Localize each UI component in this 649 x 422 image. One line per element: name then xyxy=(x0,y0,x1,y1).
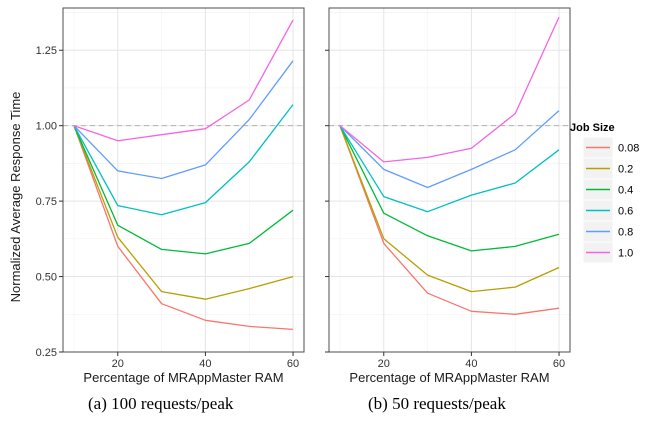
caption-b: (b) 50 requests/peak xyxy=(368,394,506,413)
x-tick-label: 20 xyxy=(378,358,390,370)
y-axis-label: Normalized Average Response Time xyxy=(8,92,23,303)
x-tick-label: 20 xyxy=(112,358,124,370)
legend: Job Size 0.08 0.2 0.4 0.6 0.8 1.0 xyxy=(570,122,639,264)
y-tick-label: 0.75 xyxy=(36,196,57,208)
x-tick-label: 40 xyxy=(465,358,477,370)
legend-label: 1.0 xyxy=(618,248,633,260)
legend-label: 0.8 xyxy=(618,227,633,239)
x-axis-label: Percentage of MRAppMaster RAM xyxy=(349,370,549,385)
series-line-0-8 xyxy=(339,110,560,189)
series-line-0-4 xyxy=(339,125,560,252)
series-line-0-4 xyxy=(73,125,294,255)
series-line-1-0 xyxy=(73,19,294,142)
x-tick-label: 60 xyxy=(553,358,565,370)
y-tick-label: 1.25 xyxy=(36,45,57,57)
series-line-0-2 xyxy=(339,125,560,293)
chart-panel-b: 20 40 60 Percentage of MRAppMaster RAM xyxy=(325,7,571,385)
plot-background xyxy=(329,8,570,352)
series-line-0-8 xyxy=(73,60,294,180)
series-line-0-08 xyxy=(73,125,294,331)
plot-border xyxy=(328,7,571,353)
chart-panel-a: 20 40 60 Percentage of MRAppMaster RAM 0.25 0… xyxy=(36,7,305,385)
y-tick-label: 0.50 xyxy=(36,272,57,284)
legend-label: 0.4 xyxy=(618,185,633,197)
y-tick-label: 0.25 xyxy=(36,347,57,359)
caption-a: (a) 100 requests/peak xyxy=(88,394,234,413)
series-line-0-08 xyxy=(339,125,560,315)
legend-label: 0.6 xyxy=(618,206,633,218)
x-tick-label: 60 xyxy=(287,358,299,370)
series-line-0-6 xyxy=(339,125,560,213)
x-axis-label: Percentage of MRAppMaster RAM xyxy=(83,370,283,385)
x-tick-label: 40 xyxy=(199,358,211,370)
legend-label: 0.08 xyxy=(618,143,639,155)
y-tick-label: 1.00 xyxy=(36,121,57,133)
plot-border xyxy=(62,7,305,353)
legend-label: 0.2 xyxy=(618,164,633,176)
series-line-0-6 xyxy=(73,104,294,216)
plot-background xyxy=(63,8,304,352)
series-line-1-0 xyxy=(339,16,560,163)
series-line-0-2 xyxy=(73,125,294,300)
legend-title: Job Size xyxy=(570,122,615,134)
